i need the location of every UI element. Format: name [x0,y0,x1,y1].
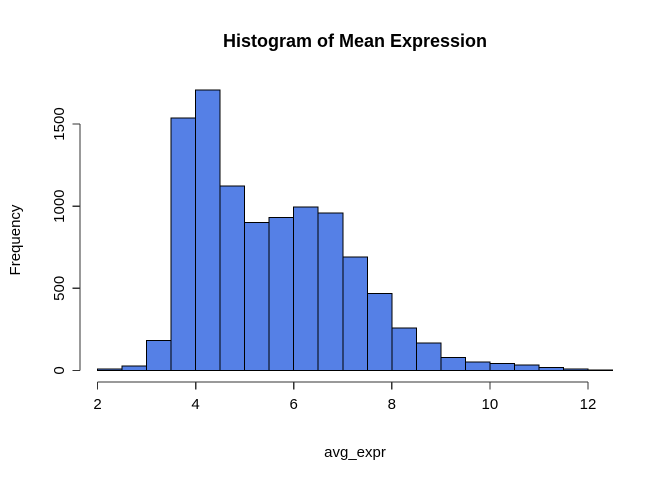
x-tick-label: 10 [482,396,499,413]
histogram-bar [244,222,270,371]
histogram-bar [195,89,221,371]
x-tick-label: 8 [388,396,396,413]
histogram-bar [146,339,172,372]
y-axis: 0 500 1000 1500 [51,107,81,375]
y-axis-title: Frequency [7,204,24,275]
histogram-bar [170,117,197,371]
histogram-bar [489,363,515,372]
y-tick-label: 0 [51,366,68,374]
histogram-bar [97,368,123,372]
histogram-bar [562,368,589,372]
y-tick-label: 1000 [51,189,68,222]
chart-title: Histogram of Mean Expression [223,31,487,51]
x-tick-label: 6 [290,396,298,413]
histogram-bar [366,292,393,372]
histogram-bars [97,89,614,372]
histogram-bar [268,217,295,371]
histogram-bar [464,361,491,372]
histogram-bar [342,256,368,371]
histogram-bar [219,185,246,371]
histogram-bar [415,342,442,371]
x-tick-label: 4 [191,396,199,413]
histogram-bar [121,365,148,371]
histogram-bar [440,356,466,372]
histogram-bar [538,367,564,372]
y-tick-label: 1500 [51,107,68,140]
x-axis-title: avg_expr [324,444,386,461]
histogram-bar [513,364,540,371]
x-tick-label: 2 [93,396,101,413]
x-tick-label: 12 [580,396,597,413]
histogram-bar [391,327,417,371]
histogram-bar [293,206,319,371]
histogram-bar [317,212,344,371]
y-tick-label: 500 [51,276,68,301]
x-axis: 2 4 6 8 10 12 [93,381,597,413]
